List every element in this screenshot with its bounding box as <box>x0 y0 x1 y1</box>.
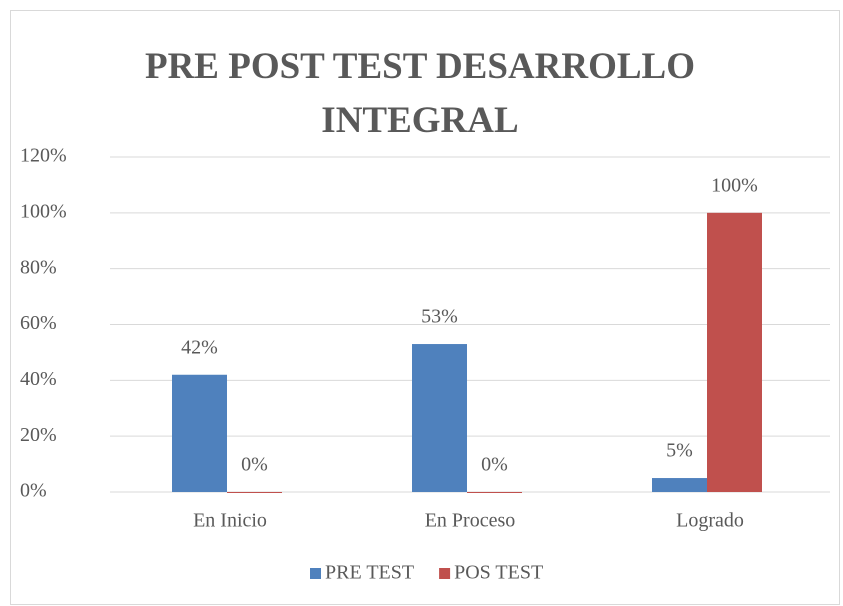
data-label: 42% <box>181 336 218 358</box>
bar <box>467 492 522 493</box>
data-label: 0% <box>241 454 268 476</box>
bar <box>227 492 282 493</box>
legend-label: PRE TEST <box>325 562 414 584</box>
data-label: 100% <box>711 174 758 196</box>
chart-title: PRE POST TEST DESARROLLO INTEGRAL <box>144 46 696 141</box>
legend-swatch <box>439 568 451 579</box>
x-tick-label: En Proceso <box>425 510 516 532</box>
y-tick-label: 0% <box>20 480 47 502</box>
bar <box>412 344 467 492</box>
y-tick-label: 100% <box>20 200 67 222</box>
bar <box>707 212 762 493</box>
y-tick-label: 120% <box>20 145 67 167</box>
x-tick-label: En Inicio <box>193 510 267 532</box>
legend-label: POS TEST <box>454 562 543 584</box>
x-tick-label: Logrado <box>676 510 744 532</box>
data-label: 53% <box>421 306 458 328</box>
bar <box>652 478 707 492</box>
chart-border <box>10 10 840 605</box>
y-tick-label: 80% <box>20 256 57 278</box>
data-label: 5% <box>666 440 693 462</box>
bar <box>172 374 227 492</box>
legend-swatch <box>310 568 321 579</box>
y-tick-label: 60% <box>20 312 57 334</box>
y-tick-label: 40% <box>20 368 57 390</box>
y-tick-label: 20% <box>20 424 57 446</box>
data-label: 0% <box>481 454 508 476</box>
